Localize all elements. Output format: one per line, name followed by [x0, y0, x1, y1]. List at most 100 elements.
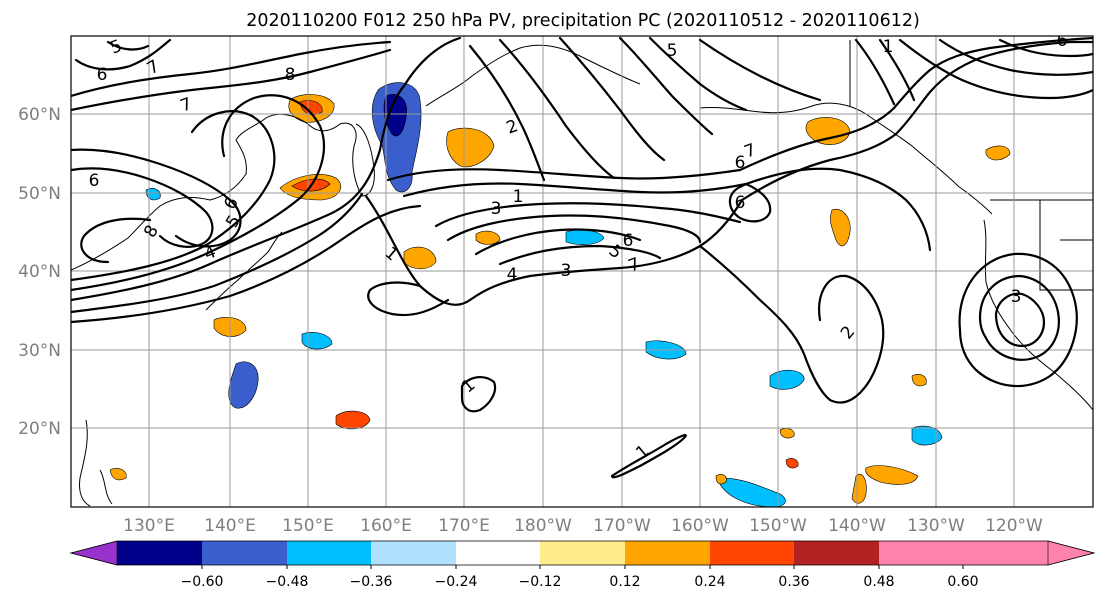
precip-negative-pac5 — [717, 478, 786, 507]
pv-contour — [474, 228, 642, 256]
precip-positive-pac7 — [715, 474, 727, 485]
colorbar-segment — [287, 541, 371, 565]
precip-negative-pac3 — [911, 425, 943, 446]
pv-contour — [74, 38, 172, 71]
lon-label-170e: 170°E — [438, 516, 490, 536]
lat-label-40n: 40°N — [18, 262, 61, 282]
pv-contour — [898, 38, 1093, 100]
coast-asia — [71, 113, 363, 271]
pv-contour — [71, 167, 214, 248]
colorbar-tick-labels: −0.60 −0.48 −0.36 −0.24 −0.12 0.12 0.24 … — [181, 574, 979, 590]
precip-positive-gulf — [805, 117, 851, 145]
colorbar-outline — [69, 540, 1096, 566]
colorbar-tick-label: 0.36 — [778, 574, 809, 590]
colorbar-tick-label: −0.48 — [266, 574, 309, 590]
pv-contour — [402, 182, 748, 198]
colorbar-extend-high — [1047, 540, 1096, 566]
colorbar-extend-low — [69, 540, 118, 566]
pv-contour-label: 3 — [491, 199, 502, 219]
colorbar-segment — [456, 541, 540, 565]
precip-negative-pac4 — [301, 332, 333, 350]
pv-contour-label: 6 — [89, 171, 100, 191]
pv-contour — [71, 94, 325, 292]
pv-contour — [468, 44, 546, 182]
pv-contour — [498, 244, 662, 266]
pv-contour — [648, 36, 748, 112]
lon-label-140e: 140°E — [204, 516, 256, 536]
pv-contour — [744, 167, 932, 252]
lat-label-50n: 50°N — [18, 184, 61, 204]
precip-negative-japan — [228, 361, 259, 409]
precip-positive-pac6 — [911, 374, 927, 387]
pv-contour — [498, 38, 616, 180]
pv-contour — [978, 274, 1060, 361]
lon-label-130w: 130°W — [907, 516, 965, 536]
colorbar-segment — [963, 541, 1048, 565]
pv-contour — [402, 36, 462, 88]
coast-bering — [425, 44, 641, 107]
pv-contour-label: 6 — [735, 153, 746, 173]
colorbar-segment — [625, 541, 710, 565]
pv-contour-label: 3 — [1011, 287, 1022, 307]
pv-contour — [460, 376, 497, 413]
pv-contour — [854, 38, 896, 106]
pv-contour — [938, 38, 1093, 76]
pv-contour — [994, 292, 1046, 348]
pv-contour — [728, 182, 772, 223]
precip-positive-pac5 — [109, 468, 127, 481]
pv-contour-label: 4 — [507, 265, 518, 285]
pv-contour — [558, 36, 666, 162]
latitude-labels: 20°N 30°N 40°N 50°N 60°N — [18, 105, 61, 439]
precip-negative-kuril-core — [383, 94, 408, 137]
precip-negative-pac2 — [769, 369, 805, 390]
precip-positive-pac3 — [865, 465, 919, 485]
lon-label-180w: 180°W — [514, 516, 572, 536]
precip-positive-bering1 — [446, 127, 495, 168]
precip-positive-ne — [985, 145, 1011, 161]
figure-title: 2020110200 F012 250 hPa PV, precipitatio… — [246, 11, 920, 31]
pv-contour — [80, 217, 152, 264]
colorbar-tick-label: −0.36 — [350, 574, 393, 590]
pv-contour-label: 1 — [513, 187, 524, 207]
lon-label-150e: 150°E — [282, 516, 334, 536]
pv-contours — [71, 36, 1093, 479]
pv-contour — [367, 281, 450, 317]
colorbar-segment — [879, 541, 963, 565]
pv-contour — [71, 40, 392, 98]
coast-japan — [205, 231, 283, 311]
pv-contour — [878, 38, 916, 102]
lon-label-160w: 160°W — [671, 516, 729, 536]
lat-label-20n: 20°N — [18, 419, 61, 439]
colorbar-segment — [794, 541, 879, 565]
pv-contour-label: 3 — [561, 261, 572, 281]
precip-positive-pac9 — [785, 458, 799, 469]
precip-negative-mid2 — [145, 188, 161, 201]
colorbar-segment — [710, 541, 794, 565]
pv-contour — [998, 38, 1093, 58]
gridlines — [71, 36, 1093, 507]
longitude-labels: 130°E 140°E 150°E 160°E 170°E 180°W 170°… — [123, 516, 1043, 536]
border-states1 — [1039, 200, 1093, 291]
lon-label-120w: 120°W — [985, 516, 1043, 536]
colorbar-tick-label: −0.24 — [435, 574, 478, 590]
map-panel: 5 6 7 8 7 6 8 4 6 5 1 2 1 3 4 3 5 6 7 6 — [70, 31, 1094, 508]
pv-contour-label: 6 — [97, 65, 108, 85]
colorbar-tick-label: 0.12 — [609, 574, 640, 590]
lon-label-140w: 140°W — [828, 516, 886, 536]
pv-contour — [698, 38, 822, 102]
colorbar-segment — [117, 541, 202, 565]
precip-positive-pac2 — [830, 208, 851, 247]
lon-label-130e: 130°E — [123, 516, 175, 536]
precip-positive-pac4 — [851, 474, 867, 504]
pv-contour-label: 6 — [735, 193, 746, 213]
pv-contour — [740, 40, 1093, 202]
coast-taiwan — [79, 419, 91, 507]
colorbar-tick-label: 0.24 — [694, 574, 725, 590]
pv-contour-label: 6 — [1057, 31, 1068, 51]
lon-label-170w: 170°W — [593, 516, 651, 536]
pv-contour-label: 1 — [883, 37, 894, 57]
colorbar-tick-label: 0.60 — [947, 574, 978, 590]
pv-contour — [434, 202, 742, 228]
colorbar-ticks — [201, 565, 964, 569]
pv-contour — [71, 204, 422, 324]
